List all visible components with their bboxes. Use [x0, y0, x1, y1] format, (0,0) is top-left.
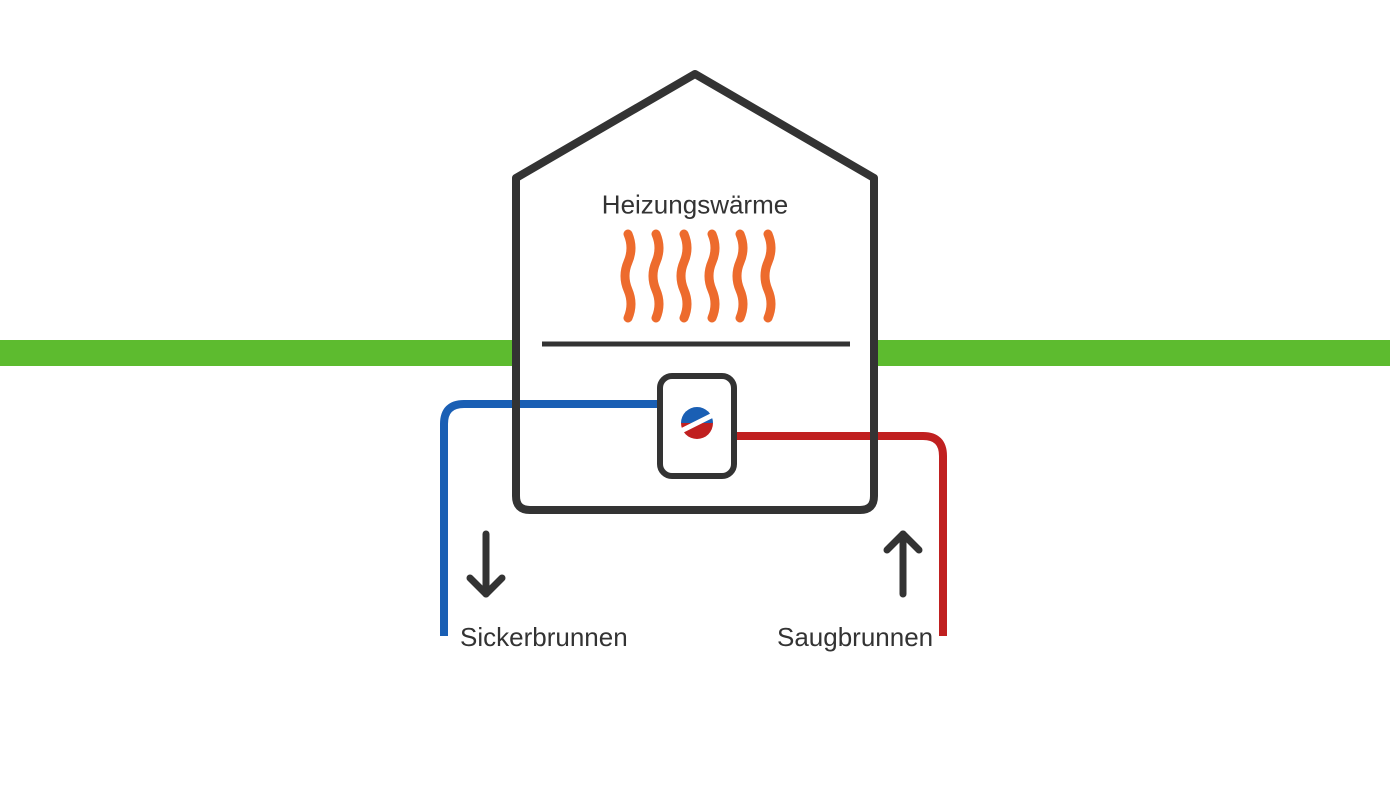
well-label-right: Saugbrunnen — [777, 622, 933, 653]
heat-pump-diagram — [0, 0, 1390, 806]
well-label-left: Sickerbrunnen — [460, 622, 628, 653]
heating-label: Heizungswärme — [602, 190, 788, 221]
